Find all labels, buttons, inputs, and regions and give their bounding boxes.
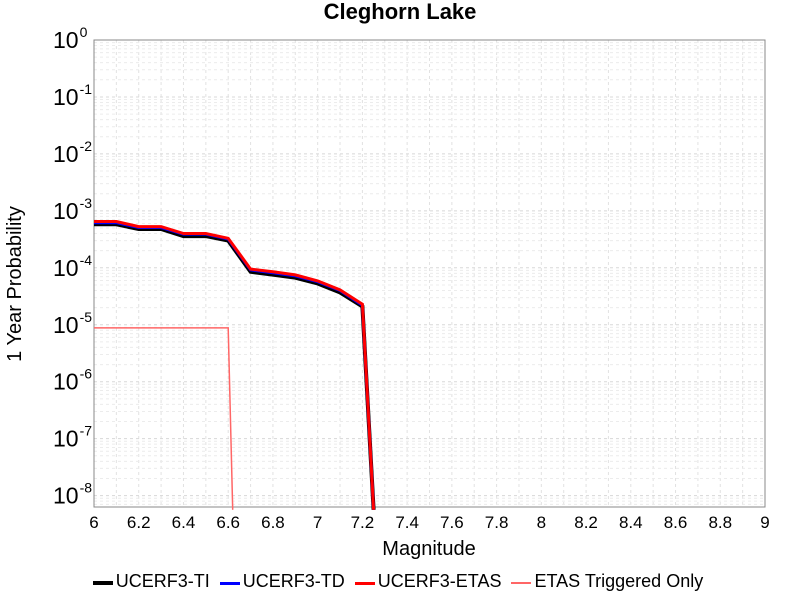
legend-swatch [219,581,240,585]
legend-swatch [92,581,113,585]
y-tick-label: 10-4 [53,252,92,281]
x-tick-label: 7.4 [395,513,419,532]
x-tick-label: 8.6 [664,513,688,532]
legend-item: ETAS Triggered Only [511,571,703,592]
x-tick-label: 8.8 [708,513,732,532]
legend-item: UCERF3-TI [92,570,210,592]
y-tick-label: 10-6 [53,366,92,395]
x-tick-label: 6.6 [216,513,240,532]
legend-item: UCERF3-ETAS [354,570,502,592]
y-tick-label: 10-1 [53,81,92,110]
series-layer [94,220,376,510]
chart-legend: UCERF3-TI UCERF3-TD UCERF3-ETAS ETAS Trigge… [0,568,800,594]
legend-label: UCERF3-TD [242,570,345,591]
legend-swatch [354,581,375,585]
series-line-3 [94,220,376,510]
y-axis-label: 1 Year Probability [4,206,26,362]
x-tick-label: 8.4 [619,513,643,532]
y-tick-label: 10-8 [53,480,92,509]
x-tick-label: 7.6 [440,513,464,532]
x-tick-label: 7.8 [485,513,509,532]
legend-item: UCERF3-TD [219,570,345,592]
x-tick-label: 8 [537,513,546,532]
x-tick-label: 7.2 [351,513,375,532]
x-tick-label: 9 [760,513,769,532]
legend-label: UCERF3-TI [115,570,210,591]
series-line-4 [94,327,234,510]
legend-label: UCERF3-ETAS [377,570,502,591]
legend-label: ETAS Triggered Only [534,570,704,591]
x-tick-label: 7 [313,513,322,532]
x-axis-ticks: 6 6.2 6.4 6.6 6.8 7 7.2 7.4 7.6 7.8 8 8.2 8.4 8.6 8.8 9 [89,513,769,532]
y-tick-label: 10-3 [53,195,92,224]
y-tick-label: 10-5 [53,309,92,338]
x-tick-label: 6.2 [127,513,151,532]
y-axis-ticks: 100 10-1 10-2 10-3 10-4 10-5 10-6 10-7 10-8 [53,24,92,509]
legend-swatch [511,582,532,584]
x-axis-label: Magnitude [382,538,475,560]
chart-grid [93,40,766,507]
series-line-1 [94,222,376,510]
x-tick-label: 8.2 [574,513,598,532]
x-tick-label: 6.4 [172,513,196,532]
x-tick-label: 6 [89,513,98,532]
plot-area-border [93,39,766,508]
y-tick-label: 100 [53,24,88,53]
y-tick-label: 10-2 [53,138,92,167]
x-tick-label: 6.8 [261,513,285,532]
y-tick-label: 10-7 [53,423,92,452]
chart-title: Cleghorn Lake [324,0,477,24]
series-line-2 [94,221,376,510]
